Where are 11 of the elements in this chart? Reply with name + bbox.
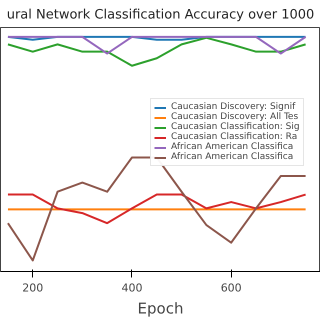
- legend-label: African American Classifica: [171, 142, 294, 152]
- legend-label: Caucasian Discovery: All Tes: [171, 112, 298, 122]
- x-axis-title: Epoch: [138, 300, 184, 318]
- legend-label: African American Classifica: [171, 152, 294, 162]
- legend-label: Caucasian Classification: Sig: [171, 122, 300, 132]
- legend-label: Caucasian Discovery: Signif: [171, 102, 296, 112]
- x-tick-label: 200: [22, 282, 44, 294]
- x-tick-label: 400: [121, 282, 142, 294]
- chart-title: ural Network Classification Accuracy over 1000: [6, 8, 314, 22]
- x-tick-label: 600: [220, 282, 242, 294]
- legend-label: Caucasian Classification: Ra: [171, 132, 298, 142]
